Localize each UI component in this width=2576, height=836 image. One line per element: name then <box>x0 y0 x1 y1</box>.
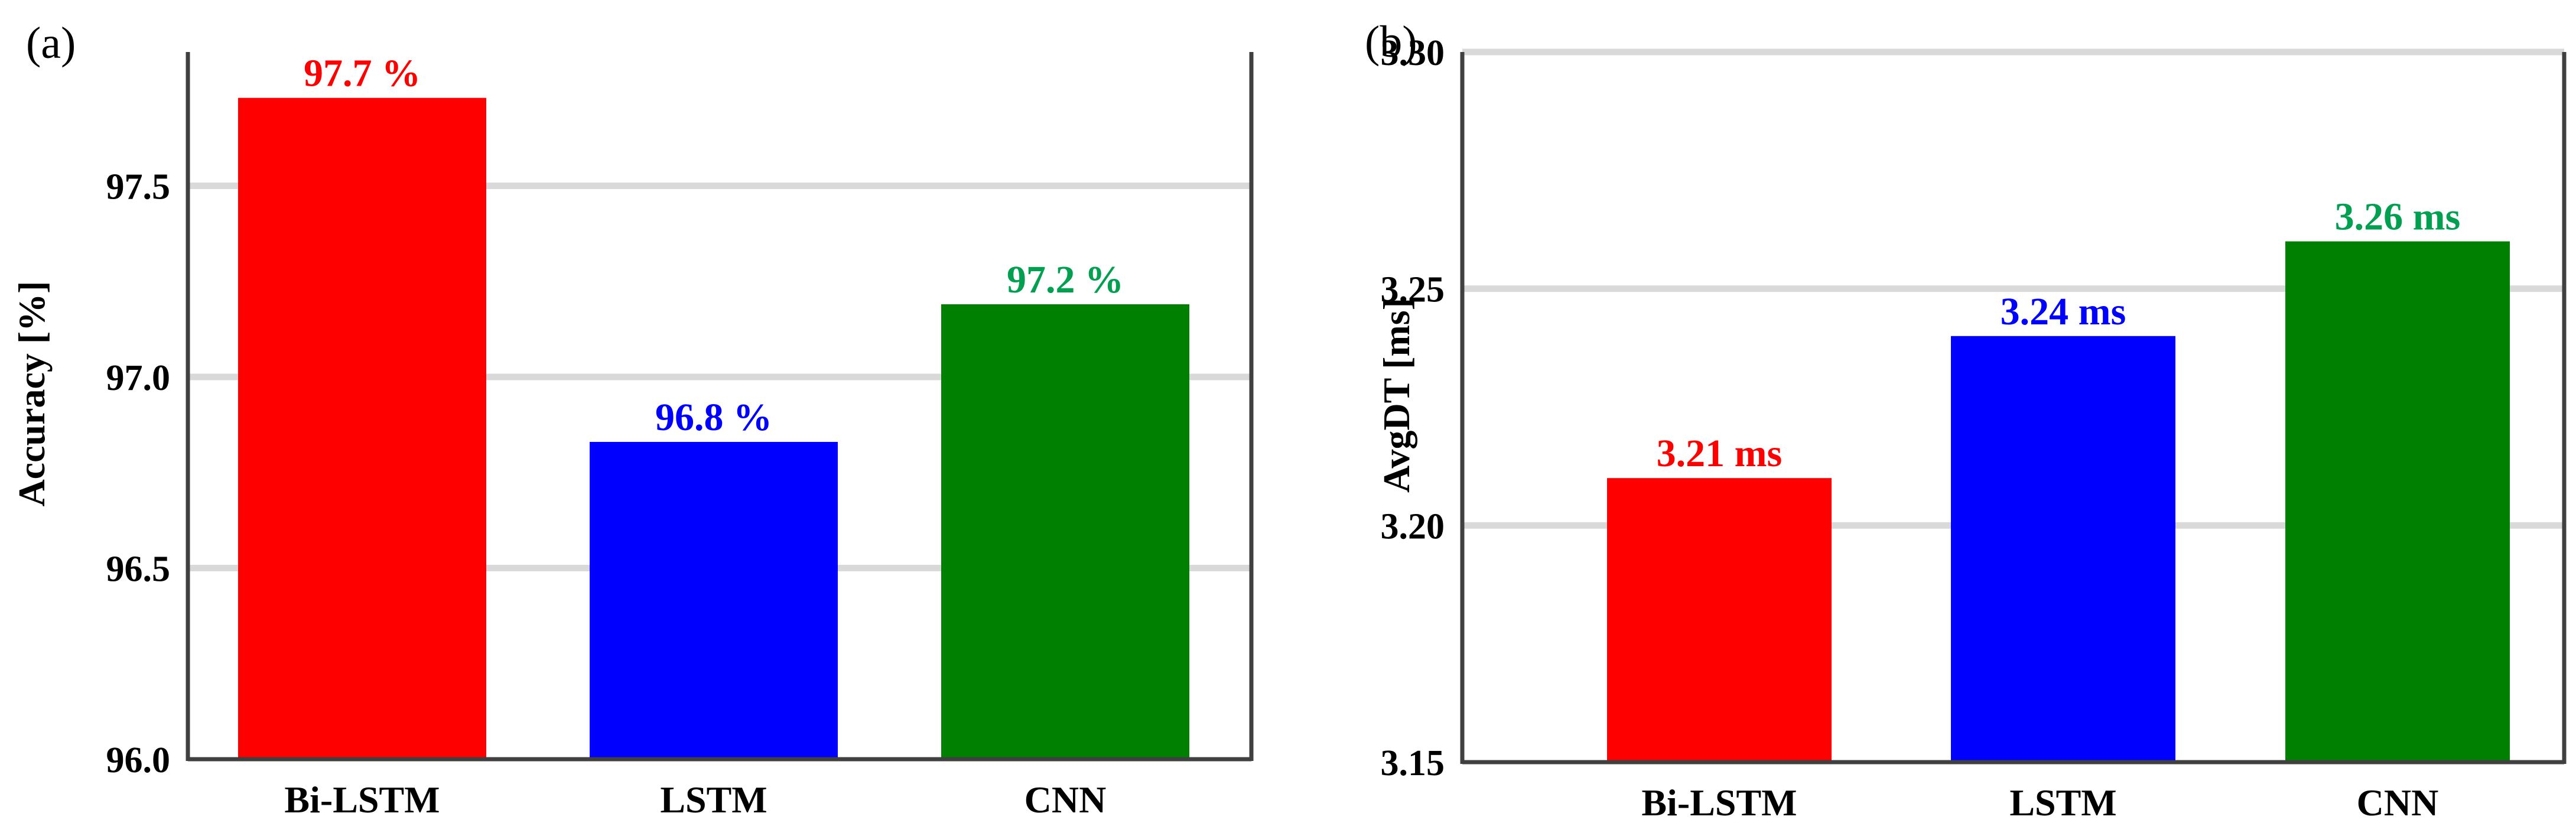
bar <box>1951 336 2175 762</box>
x-tick-label: LSTM <box>2009 782 2116 824</box>
x-tick-label: LSTM <box>660 779 767 821</box>
bar <box>2285 241 2510 762</box>
bar <box>1607 478 1832 762</box>
panel-label: (b) <box>1365 17 1417 67</box>
y-tick-label: 3.15 <box>1381 743 1445 783</box>
y-tick-label: 97.0 <box>106 358 171 398</box>
y-tick-label: 3.20 <box>1381 506 1445 547</box>
data-label: 96.8 % <box>655 396 772 439</box>
x-tick-label: Bi-LSTM <box>284 779 440 821</box>
bar <box>238 97 486 759</box>
y-tick-label: 96.5 <box>106 549 171 589</box>
y-tick-label: 96.0 <box>106 740 171 780</box>
bar <box>941 304 1189 759</box>
y-tick-label: 3.30 <box>1381 33 1445 73</box>
bar <box>590 441 838 759</box>
y-tick-label: 3.25 <box>1381 270 1445 310</box>
y-axis-title: Accuracy [%] <box>11 281 53 506</box>
x-tick-label: CNN <box>1024 779 1107 821</box>
data-label: 3.24 ms <box>2001 290 2126 333</box>
chart-panel-a: (a) 97.7 % 96.8 % 97.2 % 96.0 96.5 97.0 97.5 Bi… <box>11 18 1254 821</box>
x-tick-label: Bi-LSTM <box>1641 782 1797 824</box>
data-label: 97.2 % <box>1007 258 1124 301</box>
y-axis-title: AvgDT [ms] <box>1375 298 1417 493</box>
data-label: 97.7 % <box>304 52 421 95</box>
x-tick-label: CNN <box>2357 782 2439 824</box>
panel-label: (a) <box>26 18 76 68</box>
chart-panel-b: (b) 3.21 ms 3.24 ms 3.26 ms 3.15 3.20 3.25 3.3… <box>1365 17 2567 824</box>
data-label: 3.21 ms <box>1657 432 1783 475</box>
y-tick-label: 97.5 <box>106 167 171 207</box>
data-label: 3.26 ms <box>2335 196 2461 239</box>
